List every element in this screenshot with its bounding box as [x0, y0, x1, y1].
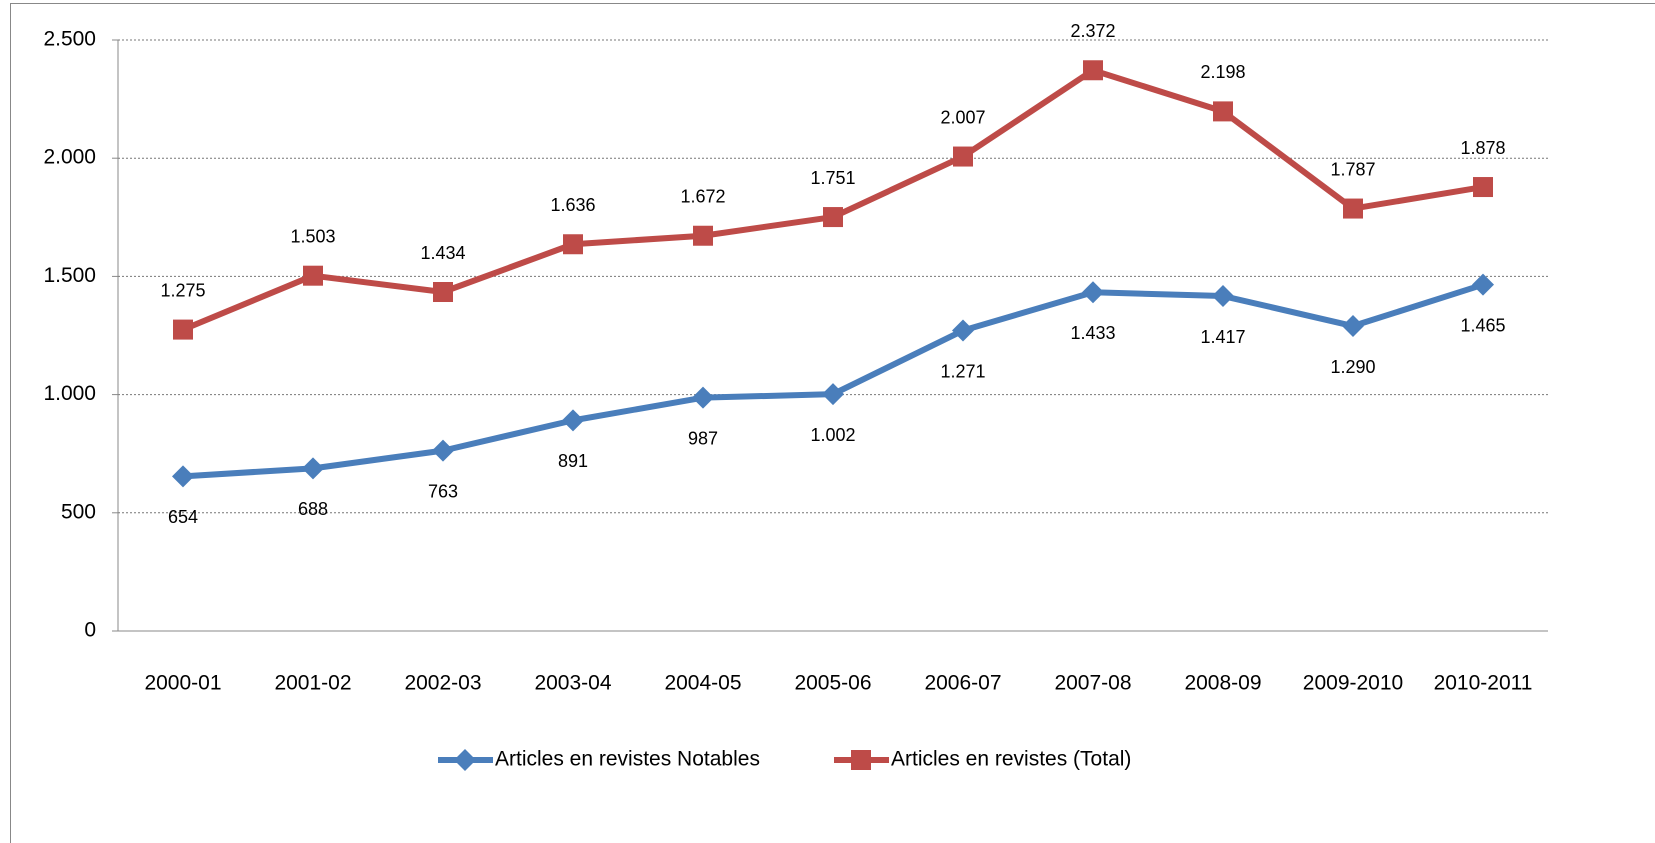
- y-tick-label: 1.500: [43, 264, 96, 287]
- marker: [1213, 101, 1233, 122]
- marker: [432, 439, 454, 462]
- y-tick-label: 500: [61, 500, 96, 523]
- data-label: 1.417: [1200, 327, 1245, 347]
- marker: [692, 386, 714, 409]
- data-label: 1.636: [550, 195, 595, 215]
- y-tick-label: 2.000: [43, 146, 96, 169]
- marker: [1083, 60, 1103, 81]
- data-label: 1.787: [1330, 159, 1375, 179]
- data-label: 1.290: [1330, 357, 1375, 377]
- y-tick-label: 2.500: [43, 28, 96, 51]
- data-label: 2.198: [1200, 62, 1245, 82]
- data-label: 1.465: [1460, 315, 1505, 335]
- marker: [953, 146, 973, 167]
- marker: [1082, 281, 1104, 304]
- x-tick-label: 2007-08: [1054, 672, 1131, 695]
- marker: [172, 465, 194, 488]
- data-label: 2.372: [1070, 21, 1115, 41]
- data-label: 1.271: [940, 361, 985, 381]
- marker: [562, 409, 584, 432]
- marker: [1472, 273, 1494, 296]
- data-label: 891: [558, 451, 588, 471]
- x-tick-label: 2004-05: [664, 672, 741, 695]
- series-line: [181, 67, 1484, 333]
- data-label: 1.433: [1070, 323, 1115, 343]
- marker: [303, 265, 323, 286]
- data-label: 1.751: [810, 168, 855, 188]
- x-tick-label: 2003-04: [534, 672, 611, 695]
- legend-marker: [851, 750, 871, 770]
- marker: [1212, 285, 1234, 308]
- data-label: 2.007: [940, 107, 985, 127]
- x-tick-label: 2009-2010: [1303, 672, 1403, 695]
- legend-label: Articles en revistes (Total): [891, 748, 1131, 771]
- x-tick-label: 2006-07: [924, 672, 1001, 695]
- marker: [173, 319, 193, 340]
- data-label: 763: [428, 481, 458, 501]
- marker: [822, 383, 844, 406]
- x-tick-label: 2000-01: [144, 672, 221, 695]
- data-label: 1.503: [290, 226, 335, 246]
- marker: [693, 225, 713, 246]
- marker: [433, 282, 453, 303]
- data-label: 1.672: [680, 186, 725, 206]
- marker: [1342, 315, 1364, 338]
- data-label: 688: [298, 499, 328, 519]
- x-tick-label: 2010-2011: [1434, 672, 1533, 695]
- y-tick-label: 0: [84, 619, 96, 642]
- x-tick-label: 2005-06: [794, 672, 871, 695]
- y-tick-label: 1.000: [43, 382, 96, 405]
- x-tick-label: 2008-09: [1184, 672, 1261, 695]
- data-label: 1.434: [420, 243, 465, 263]
- x-tick-label: 2001-02: [274, 672, 351, 695]
- legend-marker: [454, 749, 476, 771]
- marker: [302, 457, 324, 480]
- chart-frame: [10, 3, 1655, 843]
- marker: [952, 319, 974, 342]
- data-label: 654: [168, 507, 198, 527]
- data-label: 1.002: [810, 425, 855, 445]
- legend-label: Articles en revistes Notables: [495, 748, 760, 771]
- marker: [563, 234, 583, 255]
- data-label: 1.275: [160, 280, 205, 300]
- marker: [1473, 177, 1493, 198]
- marker: [1343, 198, 1363, 219]
- x-tick-label: 2002-03: [404, 672, 481, 695]
- series-line: [182, 281, 1484, 480]
- data-label: 987: [688, 428, 718, 448]
- marker: [823, 207, 843, 228]
- data-label: 1.878: [1460, 138, 1505, 158]
